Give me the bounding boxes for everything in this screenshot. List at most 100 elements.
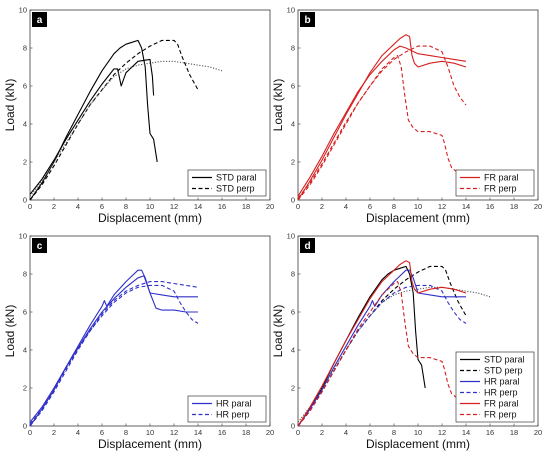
- y-tick-label: 6: [291, 82, 295, 91]
- x-tick-label: 4: [76, 202, 80, 211]
- x-tick-label: 12: [170, 428, 178, 437]
- series-line: [297, 269, 466, 427]
- x-tick-label: 8: [392, 428, 396, 437]
- panel-label-badge: [300, 12, 315, 27]
- x-tick-label: 20: [534, 428, 542, 437]
- legend-label: STD perp: [484, 366, 523, 376]
- series-line: [297, 260, 467, 427]
- x-tick-label: 0: [28, 202, 32, 211]
- legend-label: STD paral: [216, 173, 257, 183]
- y-axis-title: Load (kN): [3, 305, 17, 358]
- x-tick-label: 16: [218, 202, 226, 211]
- x-tick-label: 12: [170, 202, 178, 211]
- x-tick-label: 20: [266, 202, 274, 211]
- y-tick-label: 4: [291, 120, 295, 129]
- series-line: [297, 284, 467, 427]
- y-tick-label: 2: [291, 158, 295, 167]
- y-tick-label: 10: [287, 6, 295, 15]
- y-axis-title: Load (kN): [271, 305, 285, 358]
- y-tick-label: 0: [23, 196, 27, 205]
- x-tick-label: 16: [486, 428, 494, 437]
- x-tick-label: 20: [266, 428, 274, 437]
- y-tick-label: 4: [23, 346, 27, 355]
- plot-frame: [297, 9, 539, 201]
- y-tick-label: 8: [291, 44, 295, 53]
- x-tick-label: 14: [194, 428, 202, 437]
- x-axis-title: Displacement (mm): [98, 211, 202, 225]
- x-tick-label: 0: [28, 428, 32, 437]
- legend-label: STD paral: [484, 355, 525, 365]
- x-tick-label: 6: [368, 202, 372, 211]
- panel-label-badge: [32, 238, 47, 253]
- plot-frame: [29, 9, 271, 201]
- panel-label-badge: [32, 12, 47, 27]
- x-tick-label: 14: [462, 428, 470, 437]
- y-tick-label: 2: [23, 158, 27, 167]
- series-line: [29, 60, 223, 197]
- legend-label: FR paral: [484, 399, 519, 409]
- x-tick-label: 8: [124, 202, 128, 211]
- y-axis-title: Load (kN): [3, 79, 17, 132]
- y-tick-label: 2: [291, 384, 295, 393]
- y-tick-label: 8: [23, 270, 27, 279]
- legend-label: FR paral: [484, 173, 519, 183]
- legend-box: [455, 169, 535, 197]
- legend-label: HR paral: [484, 377, 520, 387]
- legend-box: [187, 169, 267, 197]
- x-tick-label: 20: [534, 202, 542, 211]
- series-line: [297, 281, 457, 427]
- x-tick-label: 10: [146, 202, 154, 211]
- plot-frame: [29, 235, 271, 427]
- x-tick-label: 4: [344, 428, 348, 437]
- series-line: [29, 58, 155, 195]
- y-tick-label: 4: [291, 346, 295, 355]
- x-tick-label: 16: [218, 428, 226, 437]
- x-axis-title: Displacement (mm): [366, 437, 470, 451]
- series-line: [297, 45, 467, 197]
- panel-label: d: [304, 241, 310, 252]
- x-tick-label: 2: [52, 428, 56, 437]
- y-tick-label: 10: [19, 6, 27, 15]
- x-tick-label: 4: [344, 202, 348, 211]
- x-tick-label: 6: [100, 428, 104, 437]
- x-tick-label: 14: [194, 202, 202, 211]
- series-line: [297, 45, 467, 199]
- x-tick-label: 18: [510, 428, 518, 437]
- x-tick-label: 2: [320, 428, 324, 437]
- y-tick-label: 0: [23, 422, 27, 431]
- x-tick-label: 18: [242, 202, 250, 211]
- panel-label: b: [304, 15, 310, 26]
- panel-label: a: [37, 15, 43, 26]
- legend-label: STD perp: [216, 184, 255, 194]
- y-tick-label: 0: [291, 196, 295, 205]
- legend-label: FR perp: [484, 410, 517, 420]
- x-tick-label: 2: [320, 202, 324, 211]
- x-tick-label: 8: [124, 428, 128, 437]
- x-tick-label: 6: [368, 428, 372, 437]
- legend-box: [455, 351, 535, 423]
- x-tick-label: 0: [296, 428, 300, 437]
- y-tick-label: 8: [291, 270, 295, 279]
- x-tick-label: 6: [100, 202, 104, 211]
- series-line: [29, 281, 199, 425]
- x-axis-title: Displacement (mm): [366, 211, 470, 225]
- y-tick-label: 10: [287, 232, 295, 241]
- x-tick-label: 10: [146, 428, 154, 437]
- y-tick-label: 6: [291, 308, 295, 317]
- y-tick-label: 6: [23, 82, 27, 91]
- series-line: [29, 39, 158, 201]
- x-tick-label: 2: [52, 202, 56, 211]
- y-tick-label: 2: [23, 384, 27, 393]
- x-tick-label: 16: [486, 202, 494, 211]
- x-tick-label: 14: [462, 202, 470, 211]
- y-tick-label: 10: [19, 232, 27, 241]
- series-line: [297, 34, 467, 201]
- x-tick-label: 0: [296, 202, 300, 211]
- x-tick-label: 18: [510, 202, 518, 211]
